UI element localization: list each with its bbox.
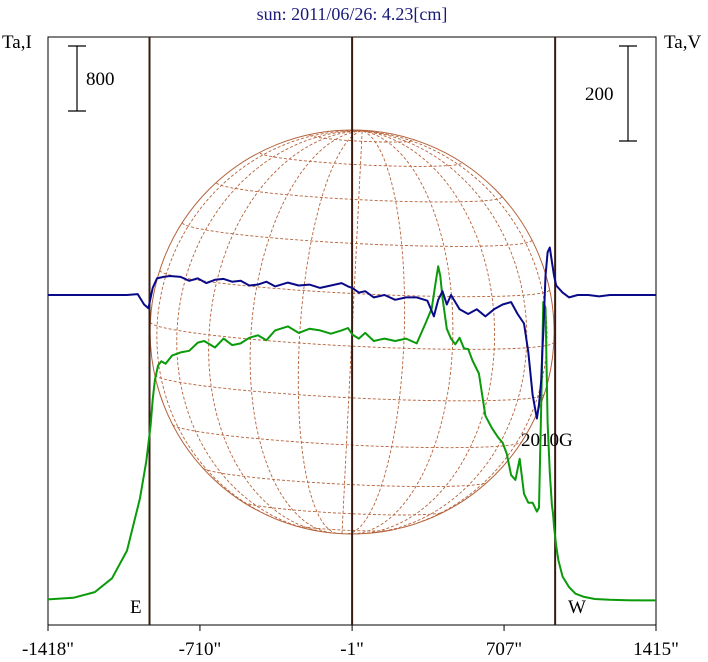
longitude-line — [208, 130, 363, 533]
x-axis-ticks: -1418" -710" -1" 707" 1415" — [22, 625, 679, 660]
latitude-line — [292, 524, 393, 532]
stokes_i-series-line — [47, 265, 656, 602]
limb-markers — [148, 37, 557, 625]
series-layer — [47, 246, 656, 602]
x-tick-label: 1415" — [633, 639, 679, 660]
east-limb-label: E — [130, 597, 142, 618]
longitude-line — [362, 130, 548, 528]
active-region-label: 2010G — [521, 430, 573, 451]
right-scale-bar-label: 200 — [585, 84, 614, 105]
x-tick-label: -1418" — [22, 639, 74, 660]
longitude-line — [362, 130, 528, 534]
right-scale-bar: 200 — [585, 45, 637, 142]
left-scale-bar: 800 — [68, 45, 115, 112]
x-tick-label: 707" — [486, 639, 522, 660]
longitude-line — [249, 130, 363, 534]
left-scale-bar-label: 800 — [86, 69, 115, 90]
west-limb-label: W — [568, 597, 586, 618]
right-axis-label: Ta,V — [664, 32, 701, 53]
x-tick-label: -1" — [340, 639, 364, 660]
longitude-line — [176, 130, 363, 531]
longitude-line — [352, 130, 454, 535]
latitude-line — [202, 467, 487, 488]
chart-title: sun: 2011/06/26: 4.23[cm] — [257, 4, 448, 24]
longitude-line — [347, 130, 406, 535]
x-tick-label: -710" — [179, 639, 222, 660]
longitude-line — [341, 130, 363, 534]
latitude-line — [172, 424, 522, 449]
longitude-line — [356, 130, 496, 535]
solar-disk-grid — [149, 129, 555, 535]
stokes_v-series-line — [48, 246, 656, 420]
longitude-line — [156, 130, 363, 522]
latitude-line — [259, 152, 463, 167]
left-axis-label: Ta,I — [2, 32, 32, 53]
